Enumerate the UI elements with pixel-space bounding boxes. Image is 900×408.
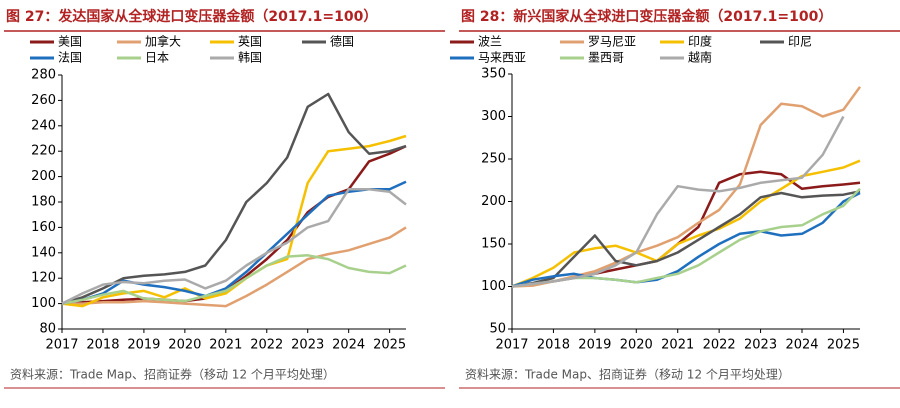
x-tick-label: 2023 — [744, 338, 777, 353]
series-line — [511, 115, 845, 288]
x-tick-label: 2021 — [209, 338, 242, 353]
y-tick-label: 100 — [31, 296, 56, 311]
legend-label: 加拿大 — [145, 34, 181, 49]
y-tick-label: 160 — [31, 220, 56, 235]
y-tick-label: 100 — [481, 279, 506, 294]
x-tick-label: 2024 — [332, 338, 365, 353]
y-tick-label: 200 — [31, 169, 56, 184]
y-tick-label: 260 — [31, 93, 56, 108]
legend-label: 日本 — [145, 51, 169, 65]
x-tick-label: 2022 — [703, 338, 736, 353]
y-tick-label: 220 — [31, 144, 56, 159]
legend-label: 墨西哥 — [588, 51, 624, 65]
y-tick-label: 250 — [481, 152, 506, 167]
x-tick-label: 2021 — [661, 338, 694, 353]
x-tick-label: 2023 — [291, 338, 324, 353]
chart-title: 图 28：新兴国家从全球进口变压器金额（2017.1=100） — [461, 8, 832, 25]
y-tick-label: 80 — [39, 322, 56, 337]
x-tick-label: 2022 — [250, 338, 283, 353]
y-tick-label: 200 — [481, 194, 506, 209]
x-tick-label: 2017 — [45, 338, 78, 353]
y-tick-label: 240 — [31, 118, 56, 133]
legend-label: 印度 — [688, 34, 712, 49]
legend-label: 德国 — [330, 34, 354, 49]
x-tick-label: 2025 — [827, 338, 860, 353]
legend-label: 越南 — [688, 50, 712, 65]
x-tick-label: 2020 — [168, 338, 201, 353]
x-tick-label: 2017 — [495, 338, 528, 353]
y-tick-label: 120 — [31, 271, 56, 286]
x-tick-label: 2018 — [537, 338, 570, 353]
legend-label: 英国 — [238, 35, 262, 49]
series-line — [61, 254, 407, 305]
y-tick-label: 300 — [481, 109, 506, 124]
series-line — [511, 190, 861, 288]
legend-label: 马来西亚 — [478, 51, 526, 65]
x-tick-label: 2020 — [620, 338, 653, 353]
series-line — [62, 226, 407, 308]
legend-label: 印尼 — [788, 35, 812, 49]
series-line — [511, 191, 861, 288]
source: 资料来源：Trade Map、招商证券（移动 12 个月平均处理） — [10, 367, 335, 382]
series-line — [511, 86, 862, 288]
x-tick-label: 2019 — [578, 338, 611, 353]
x-tick-label: 2025 — [373, 338, 406, 353]
y-tick-label: 350 — [481, 67, 506, 82]
legend-label: 韩国 — [238, 50, 262, 65]
y-tick-label: 280 — [31, 68, 56, 83]
y-tick-label: 140 — [31, 245, 56, 260]
y-tick-label: 50 — [489, 322, 506, 337]
legend-label: 波兰 — [478, 35, 502, 49]
legend-label: 美国 — [58, 35, 82, 49]
series-line — [61, 188, 407, 305]
x-tick-label: 2019 — [127, 338, 160, 353]
source: 资料来源：Trade Map、招商证券（移动 12 个月平均处理） — [465, 367, 790, 382]
chart-title: 图 27：发达国家从全球进口变压器金额（2017.1=100） — [6, 8, 377, 25]
y-tick-label: 150 — [481, 237, 506, 252]
series-line — [61, 92, 407, 305]
legend-label: 法国 — [58, 51, 82, 65]
x-tick-label: 2018 — [86, 338, 119, 353]
y-tick-label: 180 — [31, 195, 56, 210]
legend-label: 罗马尼亚 — [588, 35, 636, 49]
x-tick-label: 2024 — [785, 338, 818, 353]
